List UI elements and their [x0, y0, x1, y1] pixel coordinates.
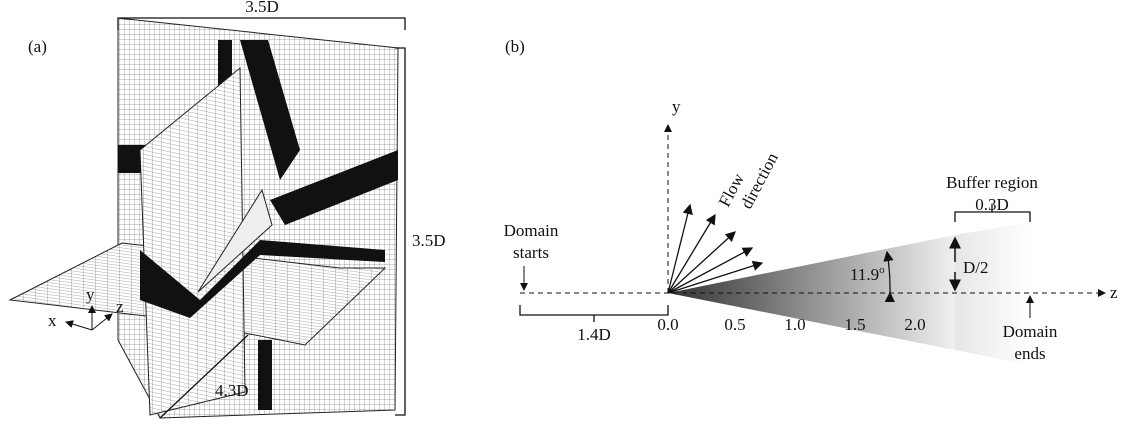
domain-ends: ends [1014, 344, 1045, 363]
domain-starts: starts [513, 243, 549, 262]
axis-label: z [116, 297, 124, 316]
bracket [520, 305, 668, 322]
domain-ends: Domain [1003, 322, 1058, 341]
tick-label: 2.0 [904, 315, 925, 334]
flow-arrow [668, 205, 690, 293]
tick-label: 0.0 [657, 315, 678, 334]
axis-arrow [92, 314, 112, 330]
panel-label: (a) [28, 37, 47, 56]
axis-label: z [1110, 283, 1118, 302]
dimension-label: 3.5D [412, 231, 446, 250]
tick-label: 1.5 [844, 315, 865, 334]
figure: (a) 3.5D 3.5D 4.3D x y z (b) y z [0, 0, 1121, 421]
angle-value: 11.9 [850, 265, 879, 284]
radius-label: D/2 [963, 258, 989, 277]
upstream-length: 1.4D [577, 325, 611, 344]
axis-label: y [86, 285, 95, 304]
dark-band [258, 340, 272, 410]
tick-label: 0.5 [724, 315, 745, 334]
domain-starts: Domain [504, 221, 559, 240]
axis-label: y [672, 97, 681, 116]
axis-label: x [48, 311, 57, 330]
dimension-label: 4.3D [215, 381, 249, 400]
angle-superscript: o [879, 264, 885, 276]
panel-a: (a) 3.5D 3.5D 4.3D x y z [10, 0, 446, 418]
dimension-label: 3.5D [245, 0, 279, 16]
buffer-title: Buffer region [946, 173, 1038, 192]
flow-arrow [668, 215, 715, 293]
tick-label: 1.0 [784, 315, 805, 334]
axis-arrow [66, 322, 92, 330]
panel-b: (b) y z Flow direction Buffer region 0.3… [504, 37, 1118, 365]
panel-label: (b) [505, 37, 525, 56]
